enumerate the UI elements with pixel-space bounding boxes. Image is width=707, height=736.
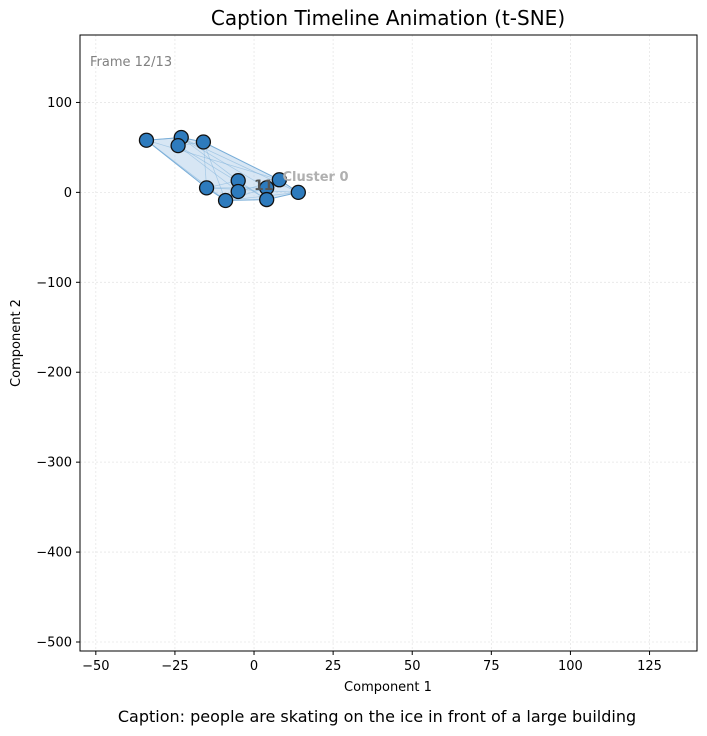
x-tick-label: −25	[161, 659, 188, 674]
y-tick-label: −400	[36, 546, 72, 561]
cluster-label: Cluster 0	[283, 170, 349, 185]
x-tick-label: 0	[250, 659, 258, 674]
x-tick-label: 75	[483, 659, 500, 674]
data-point	[198, 180, 215, 196]
data-point	[259, 191, 275, 208]
cluster-hull	[145, 137, 300, 201]
data-point	[195, 134, 212, 150]
y-tick-label: 100	[47, 96, 72, 111]
trail-line	[203, 141, 280, 181]
plot-area-frame	[79, 34, 698, 652]
x-tick-label: −50	[82, 659, 109, 674]
points-layer	[138, 129, 306, 209]
data-point	[271, 172, 287, 188]
trail-line	[177, 145, 239, 192]
data-point	[230, 183, 246, 200]
grid-layer	[80, 35, 697, 651]
trail-line	[203, 141, 207, 188]
data-point	[138, 132, 155, 148]
trail-line	[203, 141, 226, 201]
y-tick-label: −500	[36, 636, 72, 651]
x-tick-label: 100	[558, 659, 583, 674]
data-point	[170, 137, 186, 154]
y-tick-label: −200	[36, 366, 72, 381]
axis-ticks: −50 −25 0 25 50 75 100 125 100 0 −100 −200 −300 −400 −…	[36, 96, 662, 674]
point-index-label: 11	[254, 178, 273, 194]
data-point	[290, 184, 306, 201]
chart-title: Caption Timeline Animation (t-SNE)	[211, 6, 565, 30]
frame-counter: Frame 12/13	[90, 55, 172, 70]
x-tick-label: 50	[404, 659, 421, 674]
caption-text: Caption: people are skating on the ice i…	[118, 707, 636, 726]
trail-line	[177, 145, 267, 200]
x-tick-label: 125	[637, 659, 662, 674]
x-tick-label: 25	[325, 659, 342, 674]
y-tick-label: −300	[36, 456, 72, 471]
data-point	[217, 192, 234, 209]
y-tick-label: 0	[64, 186, 72, 201]
y-tick-label: −100	[36, 276, 72, 291]
y-axis-label: Component 2	[9, 299, 24, 387]
x-axis-label: Component 1	[344, 680, 432, 695]
trail-line	[181, 137, 267, 189]
